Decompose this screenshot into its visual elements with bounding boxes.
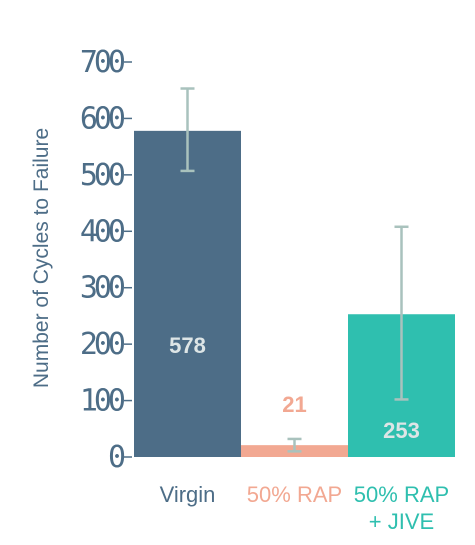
y-tick-label: 300 xyxy=(80,271,125,306)
data-label: 578 xyxy=(169,333,206,358)
error-bars xyxy=(180,87,409,453)
error-bar xyxy=(287,437,302,453)
category-label-line: 50% RAP xyxy=(247,482,342,507)
category-label-line: Virgin xyxy=(160,482,216,507)
category-label: Virgin xyxy=(160,482,216,507)
category-label: 50% RAP xyxy=(247,482,342,507)
bar xyxy=(134,130,241,458)
data-labels: 578 21 253 xyxy=(169,333,420,443)
error-bar xyxy=(394,225,409,401)
y-tick-label: 200 xyxy=(80,327,125,362)
y-tick-label: 400 xyxy=(80,214,125,249)
y-tick-label: 500 xyxy=(80,158,125,193)
category-label: 50% RAP + JIVE xyxy=(354,482,449,534)
y-axis-label: Number of Cycles to Failure xyxy=(30,128,53,388)
y-tick-label: 0 xyxy=(108,440,125,475)
data-label: 253 xyxy=(383,418,420,443)
error-bar xyxy=(180,87,195,173)
data-label: 21 xyxy=(282,392,306,417)
y-tick-label: 600 xyxy=(80,101,125,136)
category-label-line: 50% RAP xyxy=(354,482,449,507)
category-label-line: + JIVE xyxy=(369,509,434,534)
y-axis: 0 100 200 300 400 500 600 700 xyxy=(80,45,132,475)
y-tick-label: 700 xyxy=(80,45,125,80)
x-axis-labels: Virgin 50% RAP 50% RAP + JIVE xyxy=(160,482,450,534)
y-tick-label: 100 xyxy=(80,384,125,419)
